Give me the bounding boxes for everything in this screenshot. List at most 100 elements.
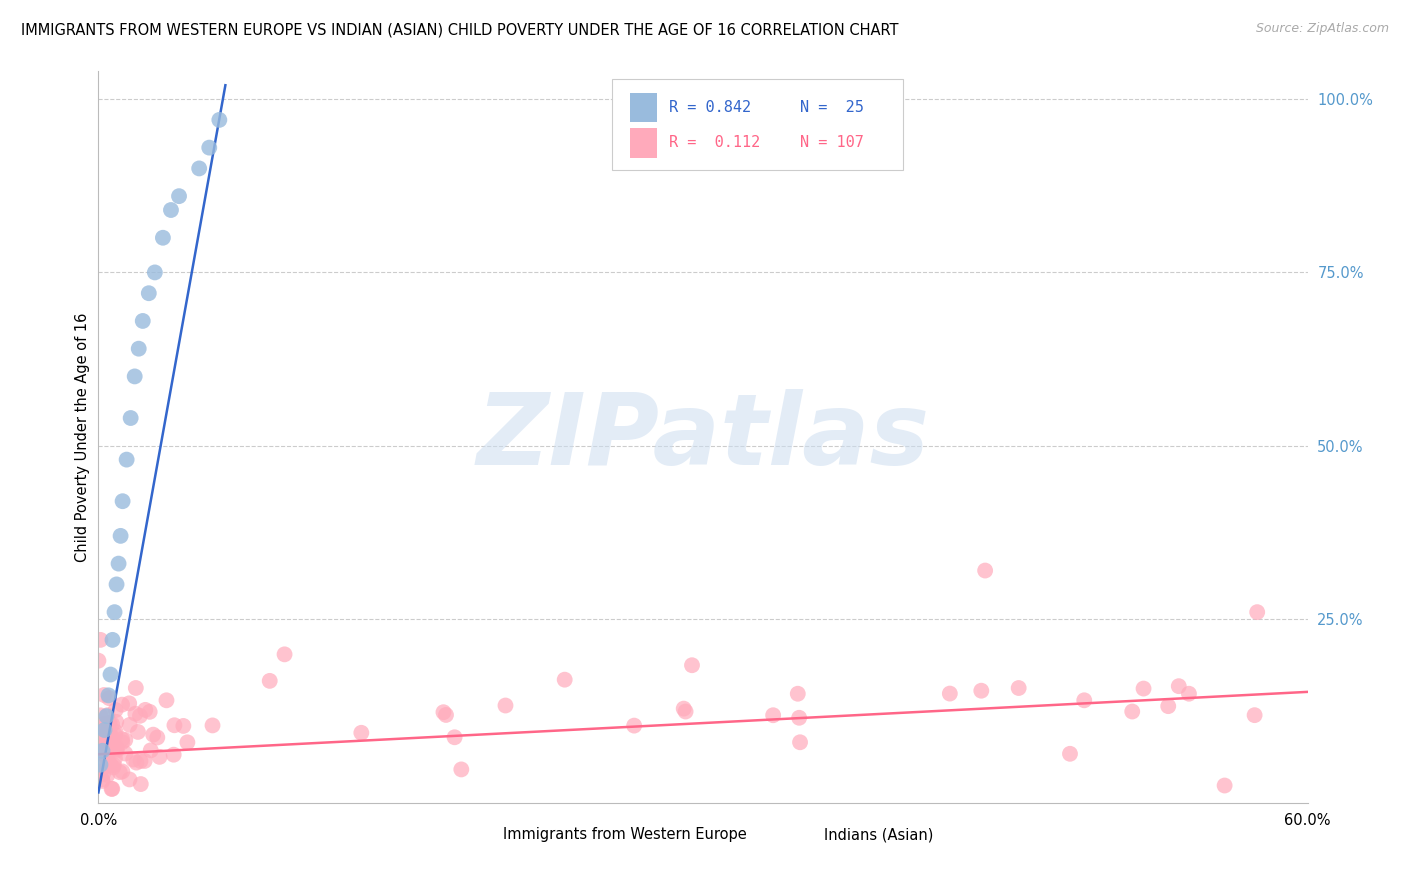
Point	[98, 743, 121, 757]
Point	[114, 733, 136, 747]
Text: ZIPatlas: ZIPatlas	[477, 389, 929, 485]
Point	[96, 709, 118, 723]
Point	[142, 728, 165, 742]
Point	[1178, 687, 1201, 701]
Point	[443, 731, 465, 745]
Point	[93, 723, 115, 737]
Text: N = 107: N = 107	[800, 136, 863, 151]
Point	[96, 768, 118, 782]
Point	[129, 777, 152, 791]
Point	[554, 673, 576, 687]
Point	[155, 693, 177, 707]
Point	[105, 743, 128, 757]
Point	[97, 708, 120, 723]
Point	[105, 742, 128, 756]
Point	[259, 673, 281, 688]
Point	[111, 494, 134, 508]
Point	[120, 411, 142, 425]
Point	[111, 735, 134, 749]
Point	[125, 681, 148, 695]
Point	[1121, 705, 1143, 719]
Point	[681, 658, 703, 673]
Point	[188, 161, 211, 176]
Point	[127, 725, 149, 739]
Point	[89, 739, 111, 754]
Point	[138, 286, 160, 301]
Point	[148, 750, 170, 764]
Point	[91, 772, 114, 787]
Point	[672, 701, 695, 715]
Point	[1132, 681, 1154, 696]
Point	[90, 731, 112, 745]
Point	[1059, 747, 1081, 761]
Point	[101, 632, 124, 647]
Point	[118, 718, 141, 732]
Text: IMMIGRANTS FROM WESTERN EUROPE VS INDIAN (ASIAN) CHILD POVERTY UNDER THE AGE OF : IMMIGRANTS FROM WESTERN EUROPE VS INDIAN…	[21, 22, 898, 37]
Point	[146, 731, 169, 745]
Point	[129, 754, 152, 768]
Point	[98, 715, 121, 730]
Point	[1213, 779, 1236, 793]
Point	[91, 774, 114, 789]
Text: N =  25: N = 25	[800, 100, 863, 115]
Point	[163, 718, 186, 732]
Text: R =  0.112: R = 0.112	[669, 136, 761, 151]
Point	[97, 689, 120, 703]
FancyBboxPatch shape	[613, 78, 903, 170]
Point	[98, 727, 121, 741]
Point	[97, 722, 120, 736]
Point	[93, 716, 115, 731]
Point	[89, 708, 111, 723]
Point	[89, 733, 111, 747]
Point	[91, 730, 114, 744]
Point	[104, 724, 127, 739]
Point	[167, 189, 190, 203]
Bar	[630, 93, 657, 122]
Point	[1073, 693, 1095, 707]
Point	[105, 577, 128, 591]
Point	[201, 718, 224, 732]
Point	[138, 705, 160, 719]
Point	[118, 772, 141, 787]
Point	[172, 719, 194, 733]
Point	[105, 714, 128, 729]
Point	[432, 705, 454, 719]
Point	[125, 756, 148, 770]
Point	[89, 742, 111, 756]
Point	[118, 696, 141, 710]
Point	[103, 605, 125, 619]
Point	[970, 683, 993, 698]
Point	[143, 265, 166, 279]
Point	[105, 740, 128, 755]
Text: Indians (Asian): Indians (Asian)	[824, 828, 934, 842]
Point	[98, 756, 121, 771]
Point	[96, 751, 118, 765]
Point	[974, 564, 997, 578]
Point	[1167, 679, 1189, 693]
Point	[128, 342, 150, 356]
Point	[89, 632, 111, 647]
Point	[1008, 681, 1031, 695]
Text: R = 0.842: R = 0.842	[669, 100, 751, 115]
Point	[89, 764, 111, 779]
Point	[93, 747, 115, 761]
Point	[1243, 708, 1265, 723]
Point	[198, 140, 221, 154]
Point	[89, 756, 111, 770]
Point	[101, 760, 124, 774]
Point	[1246, 605, 1268, 619]
Point	[350, 726, 373, 740]
Point	[101, 717, 124, 731]
Point	[208, 112, 231, 127]
Point	[100, 758, 122, 772]
Bar	[630, 128, 657, 158]
Point	[163, 747, 186, 762]
Point	[96, 731, 118, 745]
Point	[115, 452, 138, 467]
Point	[89, 757, 111, 772]
Text: Source: ZipAtlas.com: Source: ZipAtlas.com	[1256, 22, 1389, 36]
Point	[124, 706, 146, 721]
Point	[129, 708, 152, 723]
Point	[100, 667, 122, 681]
Point	[132, 314, 155, 328]
